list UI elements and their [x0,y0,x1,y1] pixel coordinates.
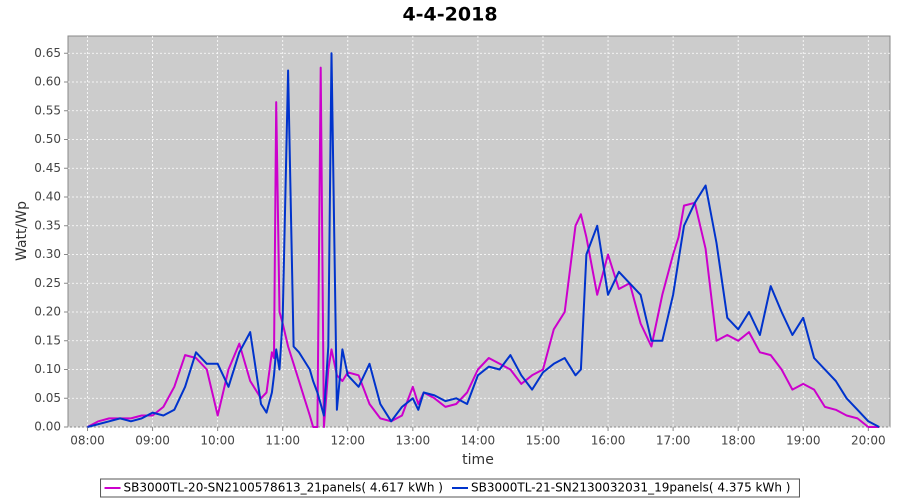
x-tick-label: 09:00 [135,434,170,448]
x-tick-label: 14:00 [461,434,496,448]
y-tick-label: 0.20 [34,305,61,319]
chart-title: 4-4-2018 [402,4,497,26]
x-tick-label: 08:00 [70,434,105,448]
legend-box [100,478,800,498]
x-axis-title: time [462,452,494,468]
y-tick-label: 0.45 [34,161,61,175]
legend-label: SB3000TL-20-SN2100578613_21panels( 4.617… [124,481,443,495]
y-tick-label: 0.00 [34,420,61,434]
x-tick-label: 19:00 [786,434,821,448]
x-tick-label: 12:00 [330,434,365,448]
x-tick-label: 11:00 [265,434,300,448]
x-tick-label: 16:00 [591,434,626,448]
y-tick-label: 0.25 [34,276,61,290]
y-tick-label: 0.30 [34,247,61,261]
x-tick-label: 18:00 [721,434,756,448]
series-line [87,52,880,428]
x-tick-label: 13:00 [396,434,431,448]
y-tick-label: 0.55 [34,103,61,117]
y-tick-label: 0.35 [34,218,61,232]
y-tick-label: 0.15 [34,333,61,347]
x-tick-label: 17:00 [656,434,691,448]
y-tick-label: 0.40 [34,190,61,204]
y-axis-title: Watt/Wp [14,201,30,261]
x-tick-label: 10:00 [200,434,235,448]
y-tick-label: 0.65 [34,46,61,60]
y-tick-label: 0.50 [34,132,61,146]
y-tick-label: 0.10 [34,362,61,376]
x-tick-label: 20:00 [851,434,886,448]
legend-label: SB3000TL-21-SN2130032031_19panels( 4.375… [471,481,790,495]
y-tick-label: 0.60 [34,75,61,89]
x-tick-label: 15:00 [526,434,561,448]
y-tick-label: 0.05 [34,391,61,405]
